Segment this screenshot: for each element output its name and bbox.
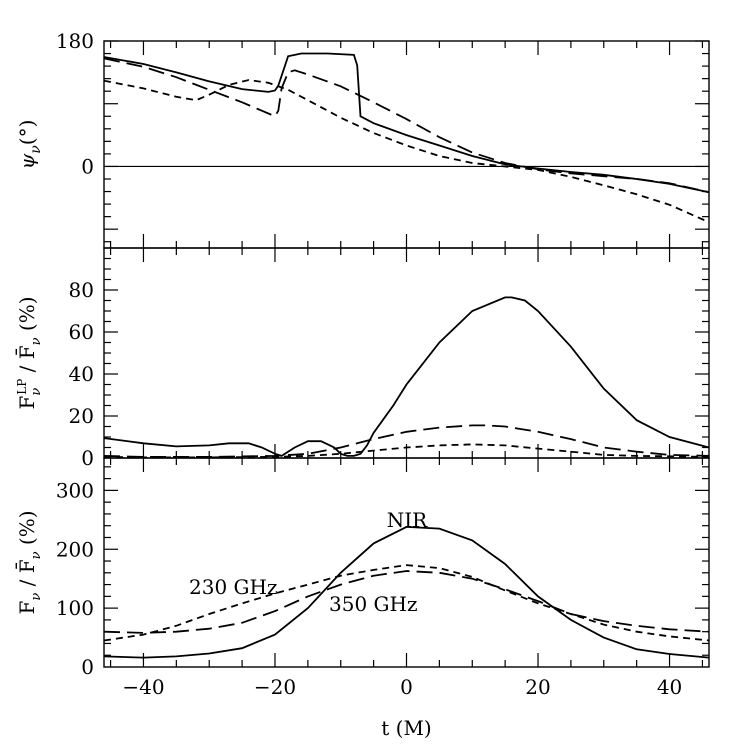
bottom-y-tick-label: 200 [56,537,94,561]
bottom-y-tick-label: 300 [56,478,94,502]
bottom-y-tick-label: 0 [81,655,94,679]
x-axis-label: t (M) [381,716,431,740]
top-y-tick-label: 0 [81,154,94,178]
bottom-y-tick-label: 100 [56,596,94,620]
annotation-350-ghz: 350 GHz [329,592,418,616]
x-tick-label: 40 [657,675,682,699]
middle-series-230-ghz [103,443,710,459]
top-series-nir [103,52,710,194]
panel-bottom: 0 100 200 300 −40 −20 0 20 40 NIR 230 GHz 350 GHz t … [14,457,710,740]
x-tick-label: −20 [254,675,296,699]
x-tick-label: 0 [400,675,413,699]
middle-y-axis-label: FνLP / F̄ν (%) [14,296,44,409]
top-y-tick-label: 180 [56,29,94,53]
middle-y-tick-label: 40 [69,362,94,386]
middle-series-nir [103,296,710,457]
annotation-230-ghz: 230 GHz [189,575,278,599]
bottom-series-nir [103,525,710,659]
middle-y-tick-label: 80 [69,278,94,302]
top-frame [103,40,710,249]
panel-middle: 0 20 40 60 80 FνLP / F̄ν (%) [14,247,710,470]
middle-series-350-ghz [103,424,710,458]
annotation-nir: NIR [387,508,428,532]
panel-top: 180 0 ψν(°) [15,29,710,249]
bottom-series-230-ghz [103,564,710,642]
middle-y-tick-label: 0 [81,446,94,470]
bottom-frame [103,457,710,668]
top-y-axis-label: ψν(°) [15,120,44,170]
top-series-350-ghz [103,57,710,194]
middle-y-tick-label: 20 [69,404,94,428]
bottom-series-350-ghz [103,570,710,634]
top-series-230-ghz [103,79,710,224]
middle-frame [103,247,710,459]
middle-y-tick-label: 60 [69,320,94,344]
x-tick-label: −40 [122,675,164,699]
x-tick-label: 20 [525,675,550,699]
bottom-y-axis-label: Fν / F̄ν (%) [14,510,44,614]
